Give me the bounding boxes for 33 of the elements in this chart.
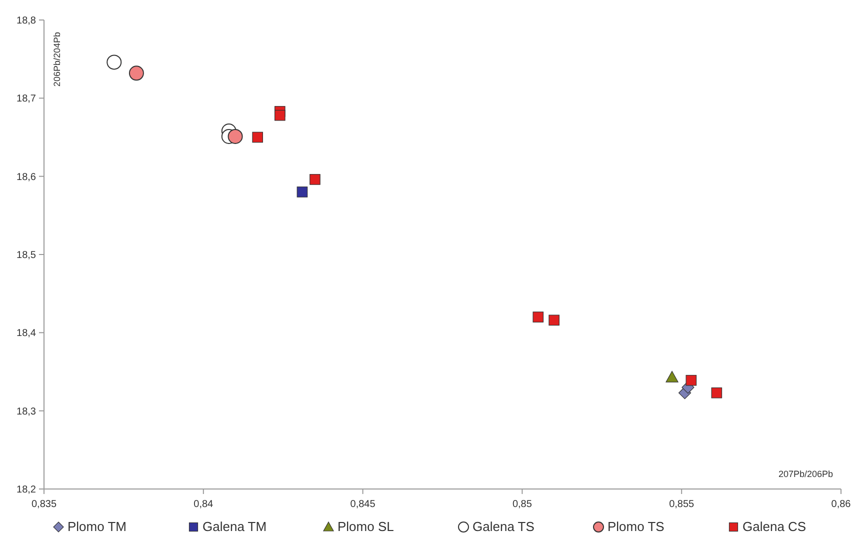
- y-tick-label: 18,8: [16, 16, 36, 26]
- y-axis-title: 206Pb/204Pb: [52, 32, 62, 87]
- point: [532, 312, 544, 322]
- y-tick-label: 18,4: [16, 328, 36, 340]
- legend-label: Plomo TM: [68, 519, 126, 534]
- point: [548, 314, 560, 326]
- x-tick-label: 0,835: [31, 499, 57, 510]
- legend-label: Galena TS: [472, 519, 535, 534]
- point: [310, 174, 320, 185]
- legend-label: Plomo SL: [338, 519, 394, 534]
- point: [274, 110, 286, 121]
- x-tick-label: 0,84: [194, 499, 214, 510]
- point: [128, 66, 144, 81]
- y-tick-label: 18,2: [16, 484, 36, 496]
- legend-label: Galena TM: [202, 519, 267, 534]
- y-tick-label: 18,7: [16, 94, 36, 105]
- y-tick-label: 18,5: [16, 250, 36, 261]
- point: [666, 370, 678, 382]
- y-tick-label: 18,6: [16, 172, 36, 183]
- point: [296, 186, 308, 198]
- point: [228, 128, 243, 144]
- point: [252, 132, 263, 143]
- x-tick-label: 0,85: [512, 499, 532, 510]
- point: [106, 54, 122, 70]
- x-tick-label: 0,86: [831, 499, 852, 510]
- x-tick-label: 0,845: [350, 499, 376, 510]
- legend-label: Galena CS: [742, 519, 806, 534]
- point: [711, 387, 722, 398]
- x-tick-label: 0,855: [669, 499, 695, 510]
- legend-label: Plomo TS: [608, 519, 665, 534]
- y-tick-label: 18,3: [16, 406, 36, 418]
- x-axis-title: 207Pb/206Pb: [778, 469, 833, 479]
- point: [686, 374, 697, 386]
